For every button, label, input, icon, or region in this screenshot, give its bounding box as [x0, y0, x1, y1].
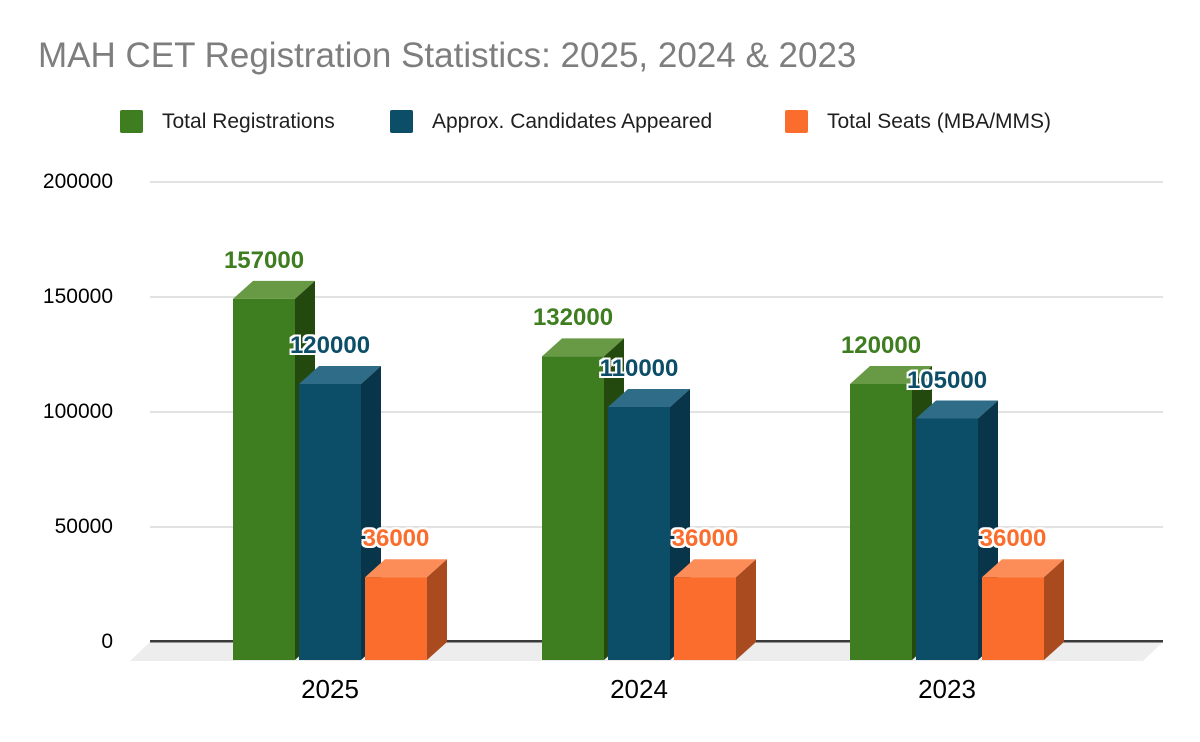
bar-2023-series1-front-face [916, 418, 978, 660]
legend-swatch-orange-icon [785, 110, 808, 133]
legend-label-candidates-appeared: Approx. Candidates Appeared [432, 109, 713, 133]
bar-2025-series2-side-face [427, 559, 447, 660]
legend-swatch-blue-icon [390, 110, 413, 133]
bar-2023-series0-top-face [850, 366, 932, 384]
bar-2025-series1-front-face [299, 384, 361, 660]
bar-2024-series0-front-face [542, 356, 604, 660]
bar-2024-series2-top-face [674, 559, 756, 578]
bar-2024-series2-side-face [736, 559, 756, 660]
bar-2024-series0-top-face [542, 338, 624, 357]
bar-2023-series2-top-face [982, 559, 1064, 578]
legend-label-total-registrations: Total Registrations [162, 109, 335, 133]
chart-title: MAH CET Registration Statistics: 2025, 2… [38, 36, 857, 75]
bar-2025-series0-top-face [233, 280, 315, 299]
bar-2025-series2-top-face [365, 559, 447, 578]
bar-2023-series2-front-face [982, 577, 1044, 660]
legend-item-total-registrations: Total Registrations [120, 108, 335, 135]
bar-2024-series2-front-face [674, 577, 736, 660]
bar-2025-series1-top-face [299, 366, 381, 384]
bar-2025-series2-front-face [365, 577, 427, 660]
bar-2023-series2-side-face [1044, 559, 1064, 660]
bar-2024-series1-top-face [608, 389, 690, 407]
legend-item-total-seats: Total Seats (MBA/MMS) [785, 108, 1051, 135]
bar-2023-series1-top-face [916, 400, 998, 419]
bar-2025-series0-front-face [233, 298, 295, 660]
bar-2024-series1-front-face [608, 407, 670, 660]
legend-label-total-seats: Total Seats (MBA/MMS) [827, 109, 1052, 133]
legend-swatch-green-icon [120, 110, 143, 133]
legend-item-candidates-appeared: Approx. Candidates Appeared [390, 108, 712, 135]
bar-2023-series0-front-face [850, 384, 912, 660]
